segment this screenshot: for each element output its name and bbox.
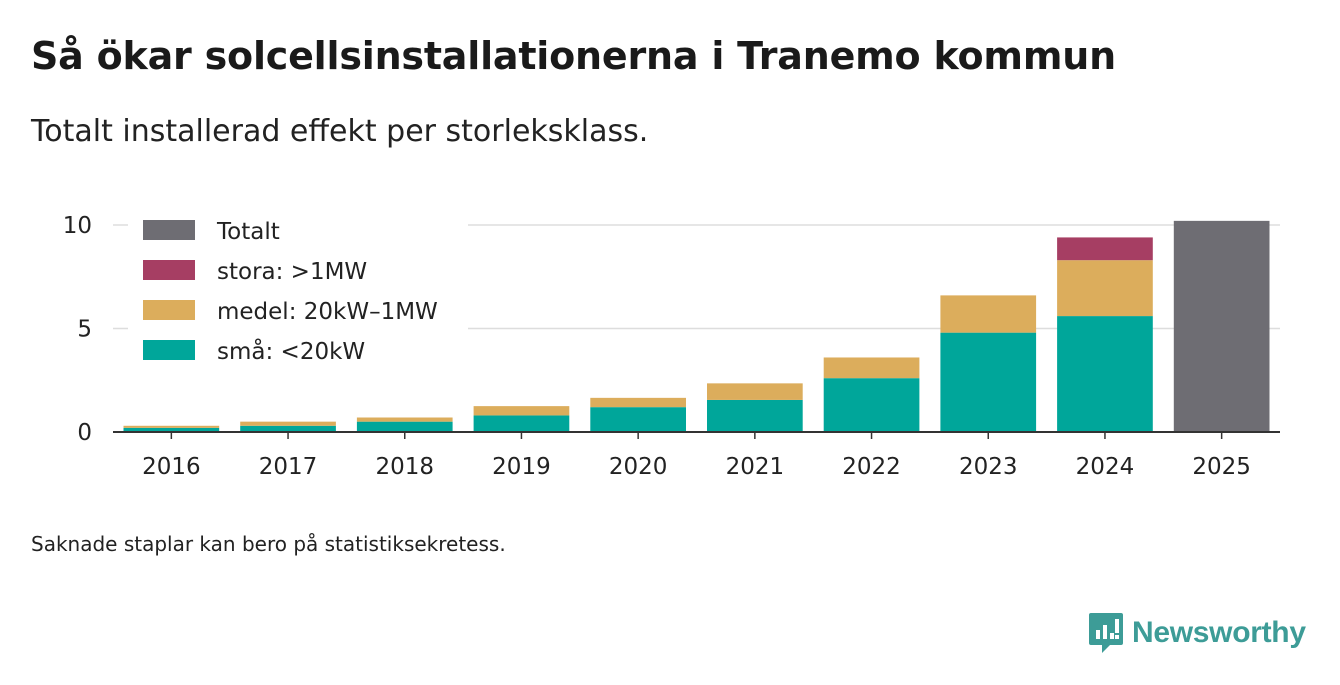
x-tick-label: 2020: [609, 454, 668, 480]
x-tick-label: 2022: [842, 454, 901, 480]
bar-medel-2018: [356, 417, 453, 422]
y-tick-label: 5: [77, 317, 92, 343]
bar-sma-2019: [473, 415, 570, 432]
bar-sma-2017: [240, 425, 336, 432]
legend-label-medel: medel: 20kW–1MW: [217, 299, 438, 325]
x-tick-label: 2021: [726, 454, 785, 480]
x-tick-label: 2019: [492, 454, 551, 480]
bar-sma-2020: [590, 407, 686, 432]
bar-stora-2024: [1057, 237, 1153, 261]
newsworthy-logo-text: Newsworthy: [1132, 616, 1306, 649]
bar-medel-2023: [940, 295, 1037, 333]
bar-sma-2016: [123, 427, 220, 432]
x-tick-label: 2016: [142, 454, 201, 480]
bar-medel-2021: [707, 383, 803, 400]
legend-label-totalt: Totalt: [216, 219, 280, 245]
bar-medel-2020: [590, 397, 686, 408]
bar-totalt-2025: [1173, 220, 1270, 432]
chart-subtitle: Totalt installerad effekt per storlekskl…: [31, 114, 649, 149]
legend-label-stora: stora: >1MW: [217, 259, 367, 285]
legend-swatch-stora: [143, 260, 195, 280]
legend-swatch-totalt: [143, 220, 195, 240]
bar-medel-2017: [240, 421, 336, 426]
newsworthy-logo-icon: [1089, 613, 1123, 653]
y-tick-label: 0: [77, 420, 92, 446]
x-tick-label: 2024: [1076, 454, 1135, 480]
x-tick-label: 2025: [1192, 454, 1251, 480]
bar-medel-2024: [1057, 260, 1153, 317]
bar-medel-2022: [823, 357, 920, 379]
bar-medel-2016: [123, 425, 220, 428]
x-tick-label: 2017: [259, 454, 318, 480]
bar-chart: 0 5 10 2016 2017 2018 2019 2020 2021 2022 2023 2024…: [62, 213, 1280, 480]
bar-medel-2019: [473, 406, 570, 416]
bar-sma-2018: [356, 421, 453, 432]
x-tick-label: 2018: [375, 454, 434, 480]
bar-sma-2023: [940, 332, 1037, 432]
bar-sma-2021: [707, 399, 803, 432]
bar-sma-2022: [823, 378, 920, 432]
legend-swatch-medel: [143, 300, 195, 320]
chart-title: Så ökar solcellsinstallationerna i Trane…: [31, 34, 1116, 78]
legend-swatch-sma: [143, 340, 195, 360]
bar-sma-2024: [1057, 316, 1153, 432]
x-tick-label: 2023: [959, 454, 1018, 480]
newsworthy-logo: Newsworthy: [1088, 610, 1306, 656]
legend-label-sma: små: <20kW: [217, 337, 365, 365]
y-tick-label: 10: [63, 213, 92, 239]
footnote: Saknade staplar kan bero på statistiksek…: [31, 532, 506, 556]
